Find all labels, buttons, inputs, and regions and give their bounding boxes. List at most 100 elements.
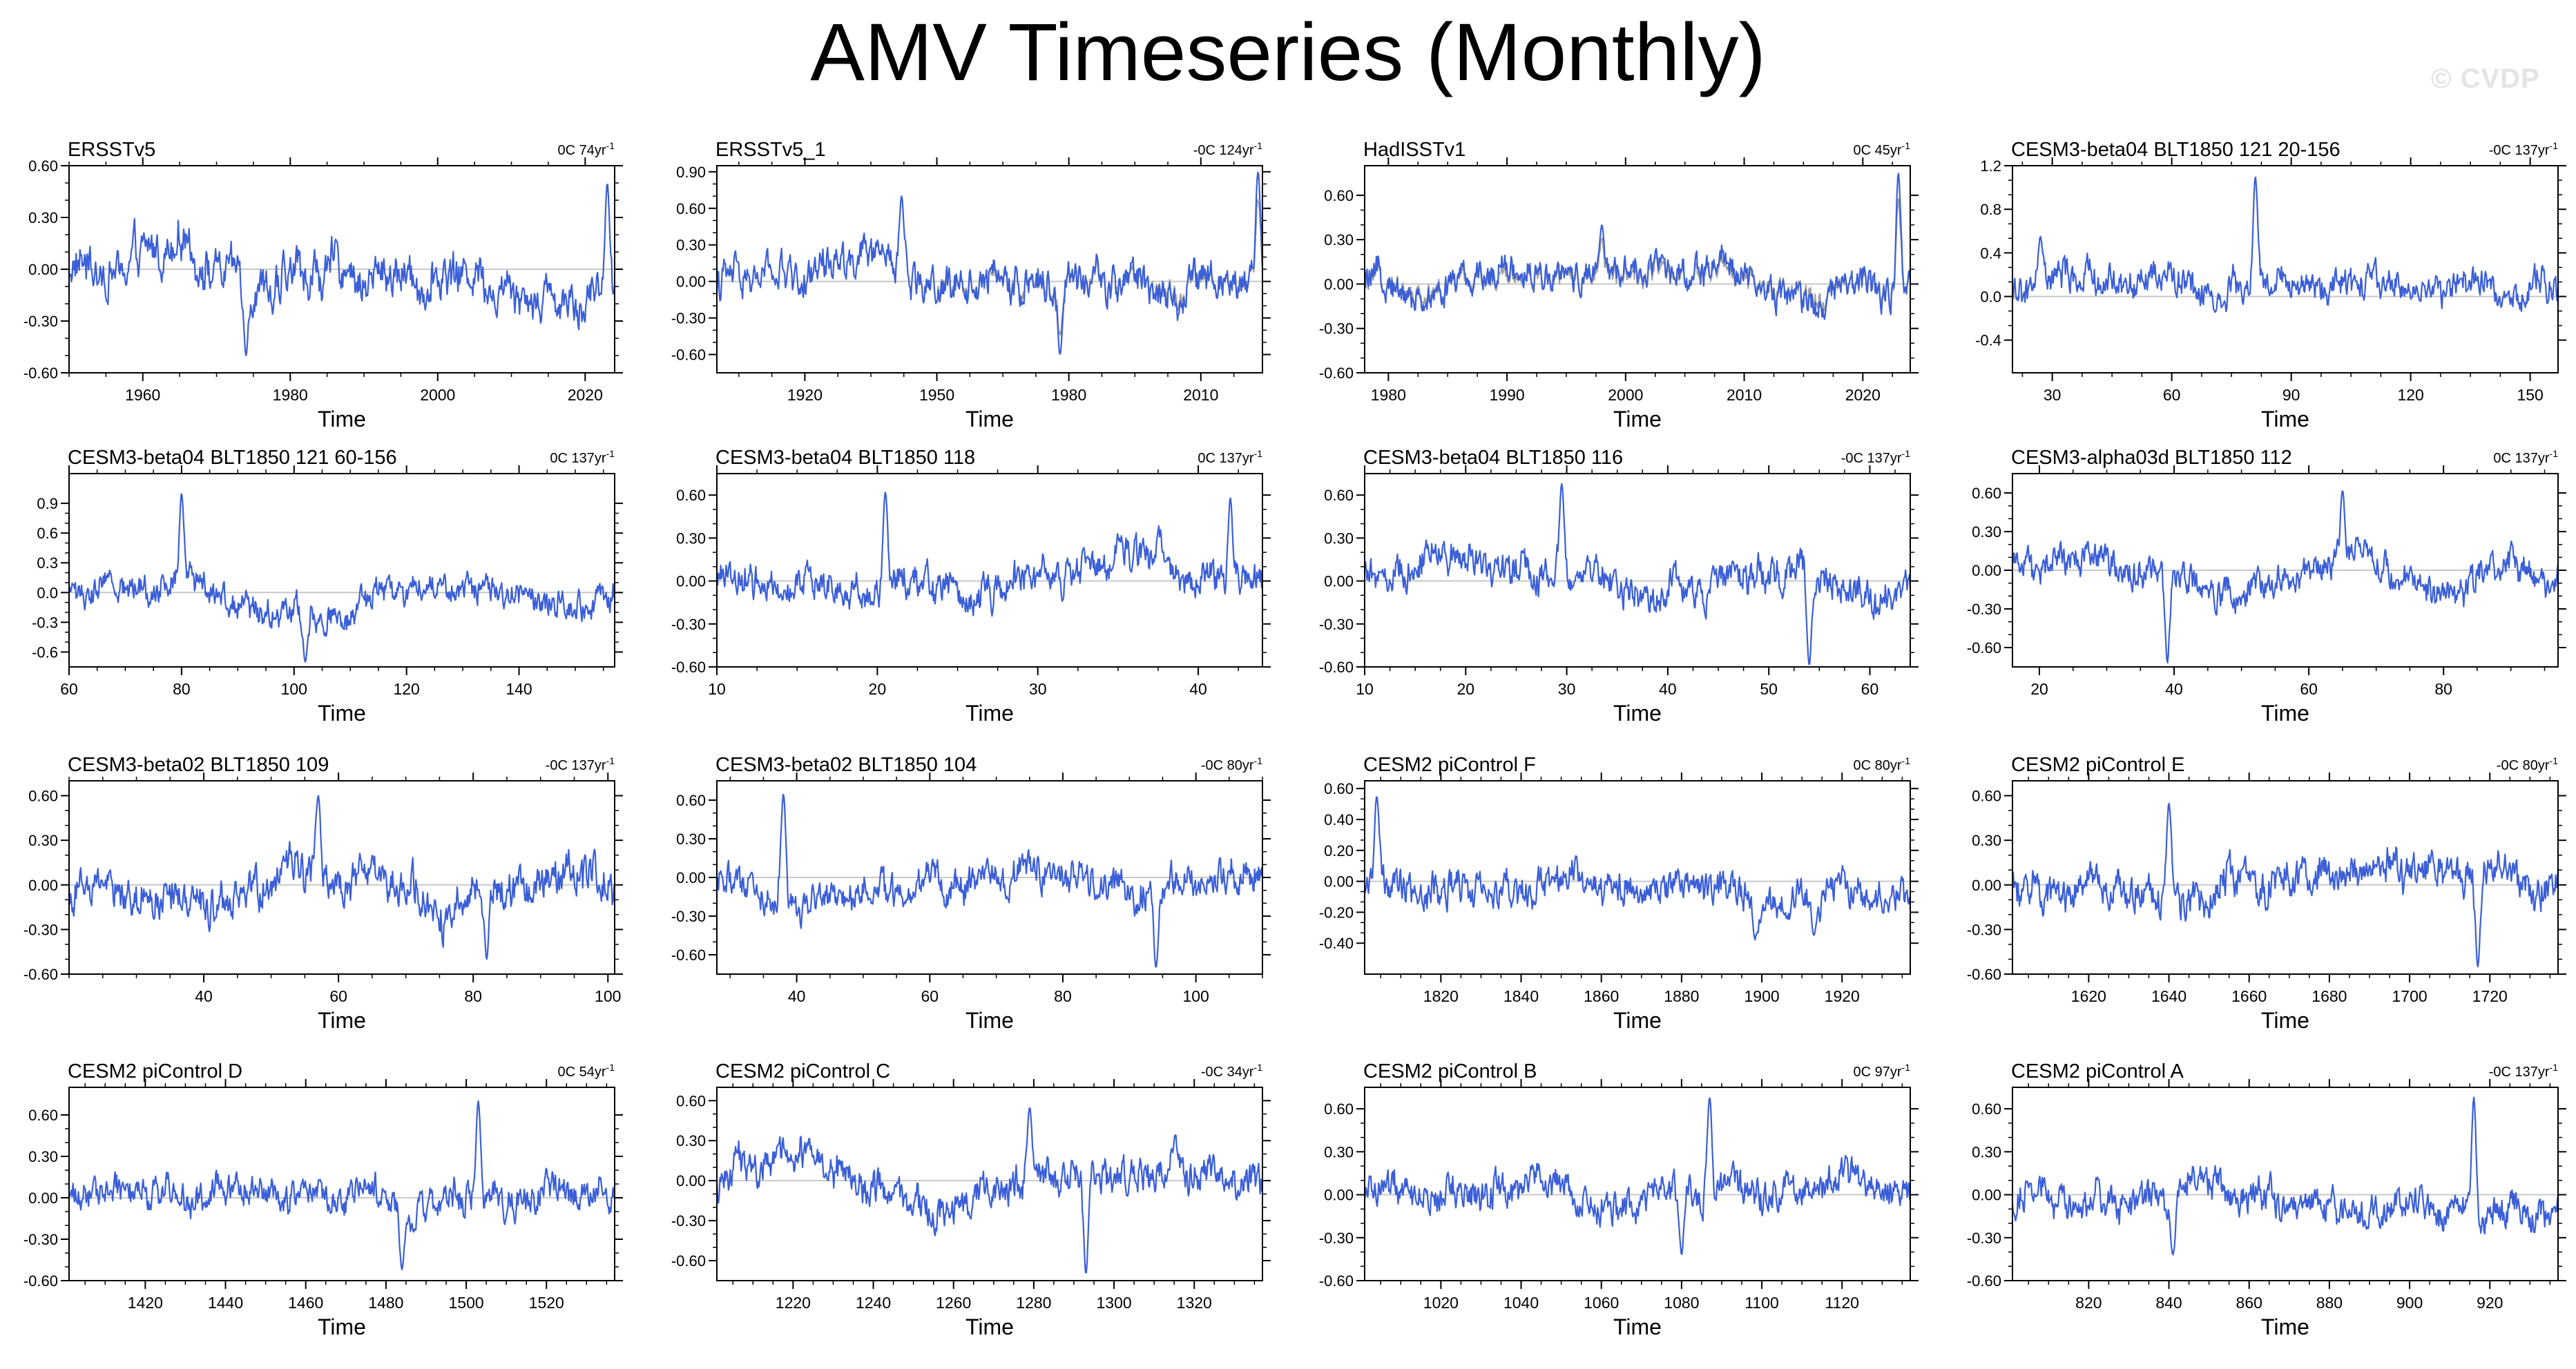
y-tick-label: 0.30	[1972, 1143, 2001, 1161]
y-tick-label: -0.30	[1319, 616, 1354, 633]
x-tick-label: 50	[1760, 680, 1778, 698]
y-tick-label: -0.6	[32, 643, 58, 661]
x-tick-label: 1880	[1664, 987, 1699, 1005]
chart-panel: CESM3-beta04 BLT1850 116 -0C 137yr-1 -0.60…	[1319, 447, 1919, 726]
x-tick-label: 1860	[1584, 987, 1619, 1005]
x-tick-label: 80	[1054, 987, 1072, 1005]
x-tick-label: 60	[60, 680, 78, 698]
chart-panel: CESM2 piControl E -0C 80yr-1 -0.60 -0.30 0.0…	[1967, 754, 2566, 1033]
x-tick-label: 1260	[936, 1294, 971, 1312]
y-tick-label: 0.30	[28, 832, 58, 849]
y-tick-label: -0.30	[23, 921, 58, 938]
panel-stat-exponent: -1	[1902, 755, 1911, 766]
plot-frame	[68, 1087, 615, 1281]
y-tick-label: 0.60	[1324, 487, 1354, 504]
x-tick-label: 60	[921, 987, 939, 1005]
x-tick-label: 1480	[368, 1294, 403, 1312]
panel-stat-exponent: -1	[606, 1062, 615, 1073]
x-tick-label: 1060	[1584, 1294, 1619, 1312]
x-tick-label: 120	[2397, 386, 2423, 404]
x-tick-label: 1660	[2231, 987, 2267, 1005]
y-tick-label: -0.30	[1319, 320, 1354, 338]
x-tick-label: 1950	[919, 386, 954, 404]
x-tick-label: 1820	[1423, 987, 1459, 1005]
panel-stat: -0C 80yr-1	[1201, 755, 1262, 773]
x-axis-label: Time	[1613, 701, 1662, 726]
x-tick-label: 1990	[1490, 386, 1525, 404]
panel-title: CESM2 piControl E	[2011, 754, 2184, 776]
y-tick-label: -0.30	[671, 616, 706, 633]
series-line	[1363, 1097, 1912, 1255]
y-tick-label: 0.60	[1972, 1100, 2001, 1118]
panel-stat: -0C 137yr-1	[1841, 448, 1910, 466]
x-tick-label: 1300	[1096, 1294, 1131, 1312]
y-tick-label: 0.60	[676, 1092, 706, 1109]
y-tick-label: -0.4	[1975, 332, 2001, 349]
overlay-series-line	[936, 197, 1263, 337]
chart-panel: ERSSTv5 0C 74yr-1 -0.60 -0.30 0.00 0.30 0.60 19…	[23, 139, 623, 431]
x-tick-label: 60	[1861, 680, 1879, 698]
y-tick-label: -0.60	[1967, 966, 2001, 983]
y-tick-label: 0.00	[28, 877, 58, 894]
panel-stat-exponent: -1	[2550, 1062, 2559, 1073]
y-tick-label: 0.30	[1324, 530, 1354, 547]
y-tick-label: 0.60	[676, 792, 706, 809]
series-line	[716, 492, 1264, 617]
x-tick-label: 40	[1189, 680, 1207, 698]
x-tick-label: 1840	[1503, 987, 1539, 1005]
x-tick-label: 2020	[568, 386, 603, 404]
x-tick-label: 30	[1558, 680, 1576, 698]
plot-frame	[1364, 165, 1911, 373]
panel-stat: 0C 97yr-1	[1854, 1062, 1911, 1080]
x-tick-label: 1220	[776, 1294, 811, 1312]
plot-frame	[68, 780, 615, 975]
x-axis-label: Time	[2261, 1314, 2309, 1339]
x-tick-label: 100	[595, 987, 621, 1005]
x-axis-label: Time	[1613, 1314, 1662, 1339]
y-tick-label: 0.00	[676, 869, 706, 886]
y-tick-label: 0.60	[1972, 788, 2001, 805]
x-tick-label: 1640	[2151, 987, 2186, 1005]
panel-title: CESM3-beta04 BLT1850 116	[1363, 447, 1623, 469]
panel-title: CESM2 piControl F	[1363, 754, 1536, 776]
y-tick-label: 0.60	[28, 157, 58, 175]
x-tick-label: 1960	[125, 386, 160, 404]
chart-panel: CESM3-beta04 BLT1850 121 20-156 -0C 137yr…	[1975, 139, 2566, 431]
plot-frame	[2012, 1087, 2559, 1281]
y-tick-label: -0.60	[1319, 1272, 1354, 1290]
x-tick-label: 2010	[1727, 386, 1762, 404]
panel-stat: -0C 137yr-1	[2489, 1062, 2558, 1080]
x-tick-label: 1920	[787, 386, 823, 404]
plot-frame	[716, 1087, 1263, 1281]
y-tick-label: -0.20	[1319, 904, 1354, 921]
x-tick-label: 1100	[1744, 1294, 1778, 1312]
series-line	[2011, 490, 2559, 664]
y-tick-label: 0.3	[37, 554, 58, 572]
y-tick-label: 0.00	[1972, 562, 2001, 579]
x-axis-label: Time	[965, 701, 1014, 726]
y-tick-label: 0.00	[28, 261, 58, 278]
y-tick-label: 0.00	[1972, 877, 2001, 894]
y-tick-label: -0.60	[671, 1252, 706, 1270]
y-tick-label: 0.30	[676, 237, 706, 254]
chart-panel: CESM3-beta02 BLT1850 104 -0C 80yr-1 -0.60 -…	[671, 754, 1271, 1033]
x-axis-label: Time	[318, 1008, 366, 1033]
series-line	[715, 793, 1263, 968]
panel-title: CESM2 piControl C	[715, 1060, 890, 1082]
y-tick-label: -0.60	[1967, 639, 2001, 657]
panel-stat-exponent: -1	[1254, 755, 1263, 766]
series-line	[68, 184, 616, 357]
chart-panel: CESM2 piControl F 0C 80yr-1 -0.40 -0.20 0.00…	[1319, 754, 1919, 1033]
plot-frame	[716, 473, 1263, 668]
panel-title: CESM3-beta04 BLT1850 118	[715, 447, 975, 469]
x-axis-label: Time	[965, 1314, 1014, 1339]
x-tick-label: 40	[1659, 680, 1677, 698]
x-tick-label: 1460	[288, 1294, 323, 1312]
x-tick-label: 1080	[1664, 1294, 1699, 1312]
panel-stat: -0C 80yr-1	[2497, 755, 2558, 773]
x-tick-label: 1420	[128, 1294, 163, 1312]
panel-stat-exponent: -1	[1254, 448, 1263, 459]
panel-stat-exponent: -1	[606, 755, 615, 766]
chart-panel: CESM3-beta02 BLT1850 109 -0C 137yr-1 -0.60…	[23, 754, 623, 1033]
